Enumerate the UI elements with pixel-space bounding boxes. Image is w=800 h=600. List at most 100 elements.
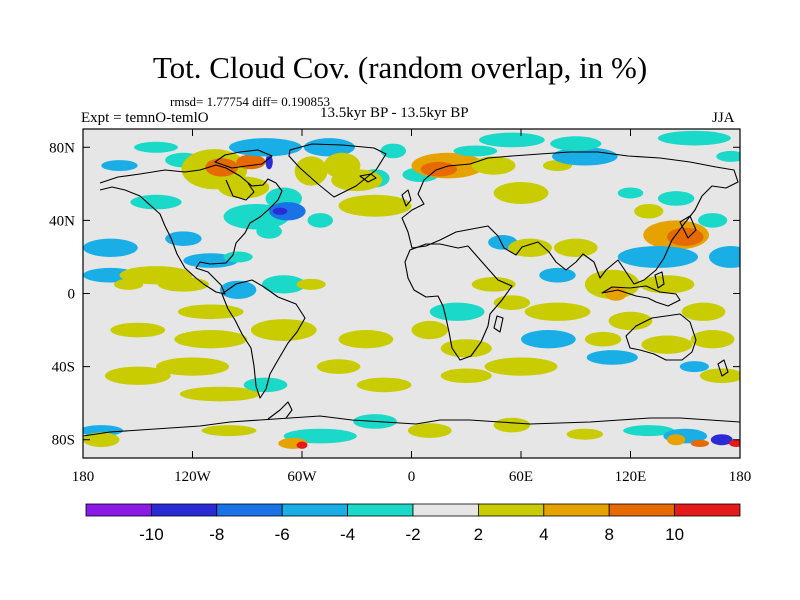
anomaly-patch (177, 304, 244, 320)
colorbar-label: -4 (340, 525, 355, 544)
colorbar-label: -6 (275, 525, 290, 544)
anomaly-patch (219, 280, 257, 299)
anomaly-patch (296, 278, 326, 290)
madagascar-coast (493, 315, 504, 333)
lat-tick-label: 80N (49, 140, 75, 156)
anomaly-patch (157, 277, 209, 292)
anomaly-patch (604, 286, 627, 301)
anomaly-patch (493, 182, 549, 204)
anomaly-patch (634, 203, 664, 219)
anomaly-patch (539, 267, 576, 283)
antarctic-peninsula-coast (267, 401, 293, 420)
anomaly-patch (205, 158, 239, 177)
anomaly-patch (584, 331, 622, 347)
philippines-coast (654, 271, 665, 289)
anomaly-patch (586, 350, 638, 365)
anomaly-patch (316, 359, 361, 374)
colorbar-swatch (477, 503, 545, 517)
season-label: JJA (712, 110, 735, 126)
anomaly-patch (679, 361, 709, 373)
experiment-label: Expt = temnO-temlO (81, 110, 209, 126)
anomaly-patch (104, 366, 171, 385)
north-america-coast (99, 164, 283, 295)
colorbar-label: 10 (665, 525, 684, 544)
colorbar-swatch (608, 503, 676, 517)
anomaly-patch (223, 251, 253, 263)
anomaly-patch (296, 441, 308, 449)
lon-tick-label: 60E (509, 469, 533, 485)
anomaly-patch (608, 311, 653, 331)
anomaly-patch (256, 224, 282, 239)
anomaly-patch (617, 187, 644, 199)
anomaly-patch (699, 368, 740, 384)
lon-tick-label: 0 (408, 469, 416, 485)
anomaly-patch (229, 138, 302, 157)
anomaly-patch (657, 130, 731, 146)
antarctica-coast (83, 415, 740, 437)
anomaly-patch (729, 439, 740, 448)
anomaly-patch (657, 191, 695, 206)
anomaly-patch (331, 169, 383, 192)
colorbar-swatch (347, 503, 414, 517)
lat-tick-label: 40N (49, 213, 75, 229)
colorbar: -10 -8 -6 -4 -2 2 4 8 10 (85, 503, 741, 544)
anomaly-patch (521, 330, 576, 349)
lat-tick-label: 0 (68, 287, 76, 303)
anomaly-patch (716, 150, 740, 162)
anomaly-patch (453, 145, 498, 157)
anomaly-patch (690, 330, 735, 349)
anomaly-patch (623, 425, 675, 437)
anomaly-patch (440, 339, 492, 358)
colorbar-swatch (216, 503, 283, 517)
arctic-islands-coast (214, 149, 273, 169)
period-label: 13.5kyr BP - 13.5kyr BP (320, 105, 469, 121)
anomaly-patch (110, 322, 166, 338)
anomaly-patch (471, 156, 516, 175)
hudson-bay-coast (225, 179, 255, 201)
anomaly-patch (114, 278, 144, 290)
anomaly-patch (407, 423, 452, 438)
stats-line: rmsd= 1.77754 diff= 0.190853 (170, 94, 330, 109)
lon-tick-label: 180 (72, 469, 95, 485)
anomaly-patch (550, 136, 602, 151)
anomaly-patch (380, 143, 407, 159)
anomaly-patch (134, 141, 178, 153)
colorbar-label: -10 (139, 525, 164, 544)
anomaly-patch (484, 357, 558, 376)
anomaly-patch (307, 213, 334, 228)
colorbar-swatch (281, 503, 349, 517)
new-zealand-coast (717, 359, 729, 377)
colorbar-label: 2 (474, 525, 483, 544)
anomaly-patch (440, 368, 492, 384)
colorbar-label: 4 (539, 525, 548, 544)
anomaly-patch (261, 275, 306, 294)
anomaly-patch (303, 138, 355, 157)
map-title: Tot. Cloud Cov. (random overlap, in %) (152, 50, 648, 85)
anomaly-patch (174, 330, 248, 349)
anomaly-patch (338, 194, 412, 217)
map-axes: 180 120W 60W 0 60E 120E 180 80N 40N 0 40S 80S (49, 129, 751, 485)
lon-tick-label: 60W (287, 469, 317, 485)
eurasia-coast (401, 151, 739, 285)
anomaly-patch (479, 132, 545, 148)
iceland-coast (359, 173, 377, 183)
anomaly-patch (690, 439, 709, 448)
anomaly-patch (130, 194, 182, 210)
anomaly-patch (179, 386, 261, 402)
anomaly-patch (641, 335, 693, 354)
lat-tick-label: 80S (52, 433, 75, 449)
colorbar-swatch (150, 503, 218, 517)
anomaly-patch (471, 277, 516, 292)
anomaly-patch (356, 377, 412, 393)
colorbar-swatch (412, 503, 479, 517)
anomaly-patch (681, 302, 726, 321)
anomaly-patch (338, 330, 394, 349)
anomaly-patch (710, 434, 733, 446)
anomaly-patch (667, 434, 686, 446)
anomaly-patch (243, 377, 288, 393)
anomaly-patch (617, 245, 699, 268)
anomaly-patch (429, 302, 485, 321)
colorbar-label: -2 (405, 525, 420, 544)
anomaly-patch (667, 227, 704, 246)
